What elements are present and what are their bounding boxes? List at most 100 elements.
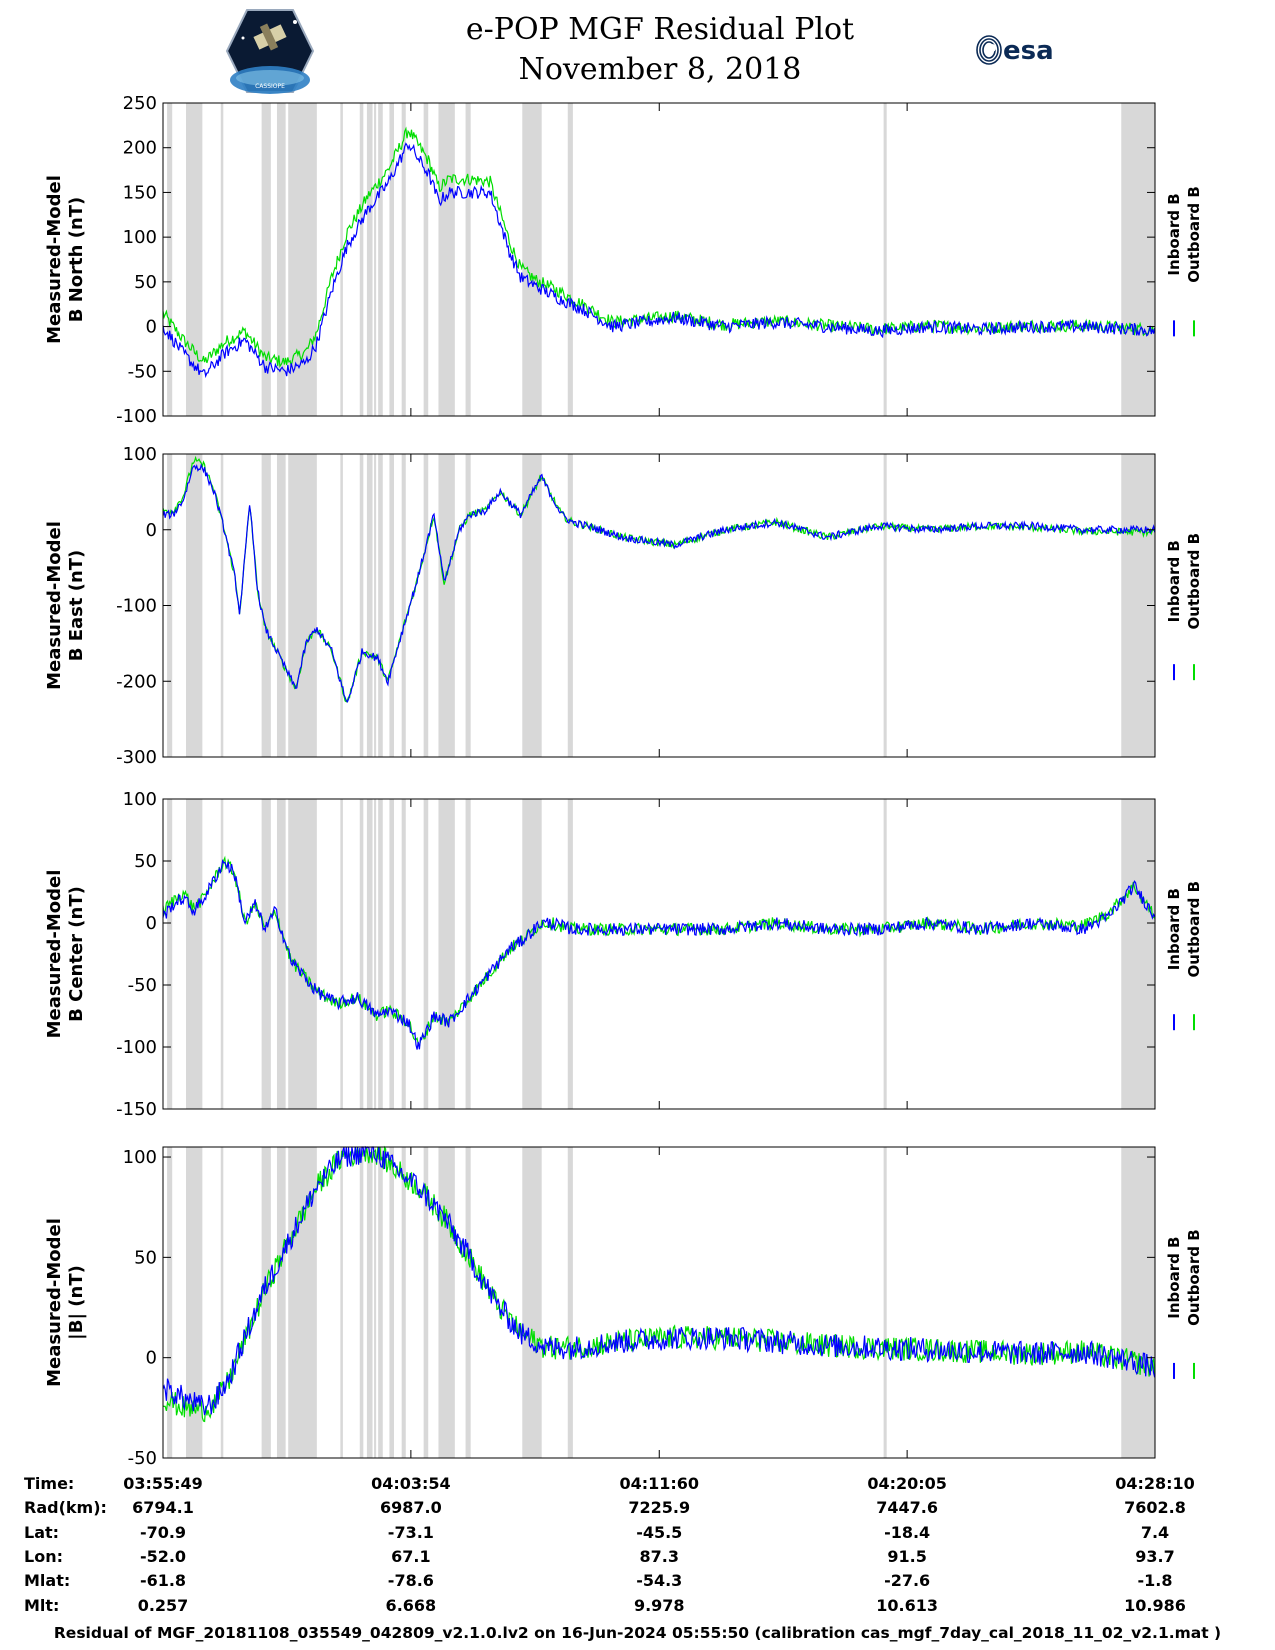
data-gap-band: [288, 454, 317, 757]
data-gap-band: [374, 103, 377, 416]
data-gap-band: [389, 1147, 395, 1458]
y-tick-label: -100: [116, 406, 157, 427]
data-gap-band: [220, 103, 224, 416]
y-tick-label: 100: [123, 789, 157, 810]
y-tick-label: -200: [116, 671, 157, 692]
legend-outboard-label: Outboard B: [1185, 533, 1203, 630]
data-gap-band: [261, 799, 271, 1109]
data-gap-band: [220, 454, 224, 757]
data-gap-band: [438, 799, 455, 1109]
esa-logo: esa: [975, 28, 1055, 76]
info-row-value: -45.5: [636, 1522, 683, 1542]
data-gap-band: [423, 103, 429, 416]
info-row-label: Mlt:: [24, 1595, 60, 1615]
info-row-label: Lat:: [24, 1522, 60, 1542]
y-axis-label: B East (nT): [66, 550, 87, 662]
y-tick-label: 250: [123, 93, 157, 114]
info-row-value: 04:20:05: [867, 1474, 947, 1493]
info-row-value: 7447.6: [876, 1498, 938, 1518]
data-gap-band: [423, 1147, 429, 1458]
data-gap-band: [567, 454, 573, 757]
data-gap-band: [276, 1147, 286, 1458]
data-gap-band: [366, 1147, 373, 1458]
data-gap-band: [465, 103, 471, 416]
info-row-value: 6.668: [385, 1595, 437, 1615]
data-gap-band: [288, 103, 317, 416]
data-gap-band: [378, 1147, 383, 1458]
inboard-series-line: [162, 859, 1156, 1050]
data-gap-band: [465, 454, 471, 757]
data-gap-band: [366, 454, 373, 757]
y-tick-label: 0: [146, 520, 157, 541]
data-gap-band: [438, 1147, 455, 1458]
data-gap-band: [401, 1147, 406, 1458]
data-gap-band: [374, 799, 377, 1109]
data-gap-band: [522, 799, 542, 1109]
info-row-value: -61.8: [139, 1571, 187, 1591]
info-row-value: 9.978: [633, 1595, 685, 1615]
data-gap-band: [288, 799, 317, 1109]
data-gap-band: [276, 103, 286, 416]
data-gap-band: [378, 799, 383, 1109]
data-gap-band: [423, 799, 429, 1109]
y-tick-label: -150: [116, 1099, 157, 1120]
data-gap-band: [340, 799, 343, 1109]
info-row-label: Time:: [24, 1474, 75, 1493]
y-axis-label: Measured-Model: [44, 870, 65, 1039]
y-tick-label: 0: [146, 1348, 157, 1369]
panel-3: -150 -100 -50 0 50 100 Measured-Model B Center …: [44, 789, 1203, 1120]
legend-inboard-label: Inboard B: [1165, 1237, 1183, 1319]
info-row-value: -27.6: [884, 1571, 931, 1591]
data-gap-band: [220, 799, 224, 1109]
outboard-series-line: [162, 126, 1156, 368]
data-gap-band: [438, 103, 455, 416]
info-row-value: 7225.9: [628, 1498, 691, 1518]
data-gap-band: [1121, 799, 1155, 1109]
inboard-series-line: [162, 142, 1156, 379]
info-row-value: 04:28:10: [1115, 1474, 1195, 1493]
data-gap-band: [522, 1147, 542, 1458]
plot-footer: Residual of MGF_20181108_035549_042809_v…: [53, 1624, 1222, 1642]
data-gap-band: [567, 103, 573, 416]
legend-outboard-label: Outboard B: [1185, 1229, 1203, 1326]
y-axis-label: B North (nT): [66, 197, 87, 323]
data-gap-band: [401, 454, 406, 757]
info-row-value: -78.6: [387, 1571, 434, 1591]
info-row-value: -18.4: [884, 1522, 931, 1542]
data-gap-band: [423, 454, 429, 757]
data-gap-band: [378, 103, 383, 416]
data-gap-band: [288, 1147, 317, 1458]
legend-outboard-label: Outboard B: [1185, 186, 1203, 283]
y-tick-label: 50: [134, 272, 157, 293]
y-tick-label: 200: [123, 138, 157, 159]
info-row-value: 87.3: [639, 1546, 679, 1566]
data-gap-band: [522, 103, 542, 416]
data-gap-band: [185, 103, 203, 416]
y-axis-label: Measured-Model: [44, 1218, 65, 1387]
info-row-label: Mlat:: [24, 1571, 71, 1591]
data-gap-band: [359, 103, 364, 416]
y-tick-label: 100: [123, 227, 157, 248]
info-row-value: 10.613: [876, 1595, 938, 1615]
data-gap-band: [883, 799, 887, 1109]
info-row-value: 7602.8: [1124, 1498, 1186, 1518]
data-gap-band: [401, 799, 406, 1109]
data-gap-band: [261, 454, 271, 757]
y-tick-label: -50: [128, 361, 157, 382]
data-gap-band: [261, 1147, 271, 1458]
info-row-value: -70.9: [139, 1522, 187, 1542]
data-gap-band: [340, 103, 343, 416]
y-tick-label: 50: [134, 1247, 157, 1268]
data-gap-band: [567, 1147, 573, 1458]
data-gap-band: [167, 1147, 173, 1458]
info-row-value: -52.0: [139, 1546, 187, 1566]
data-gap-band: [340, 1147, 343, 1458]
data-gap-band: [378, 454, 383, 757]
data-gap-band: [185, 454, 203, 757]
info-row-value: 6794.1: [132, 1498, 194, 1518]
info-row-value: 03:55:49: [123, 1474, 203, 1493]
info-row-value: 67.1: [391, 1546, 431, 1566]
svg-text:esa: esa: [1003, 36, 1054, 66]
legend-inboard-label: Inboard B: [1165, 540, 1183, 622]
y-axis-label: B Center (nT): [66, 886, 87, 1022]
